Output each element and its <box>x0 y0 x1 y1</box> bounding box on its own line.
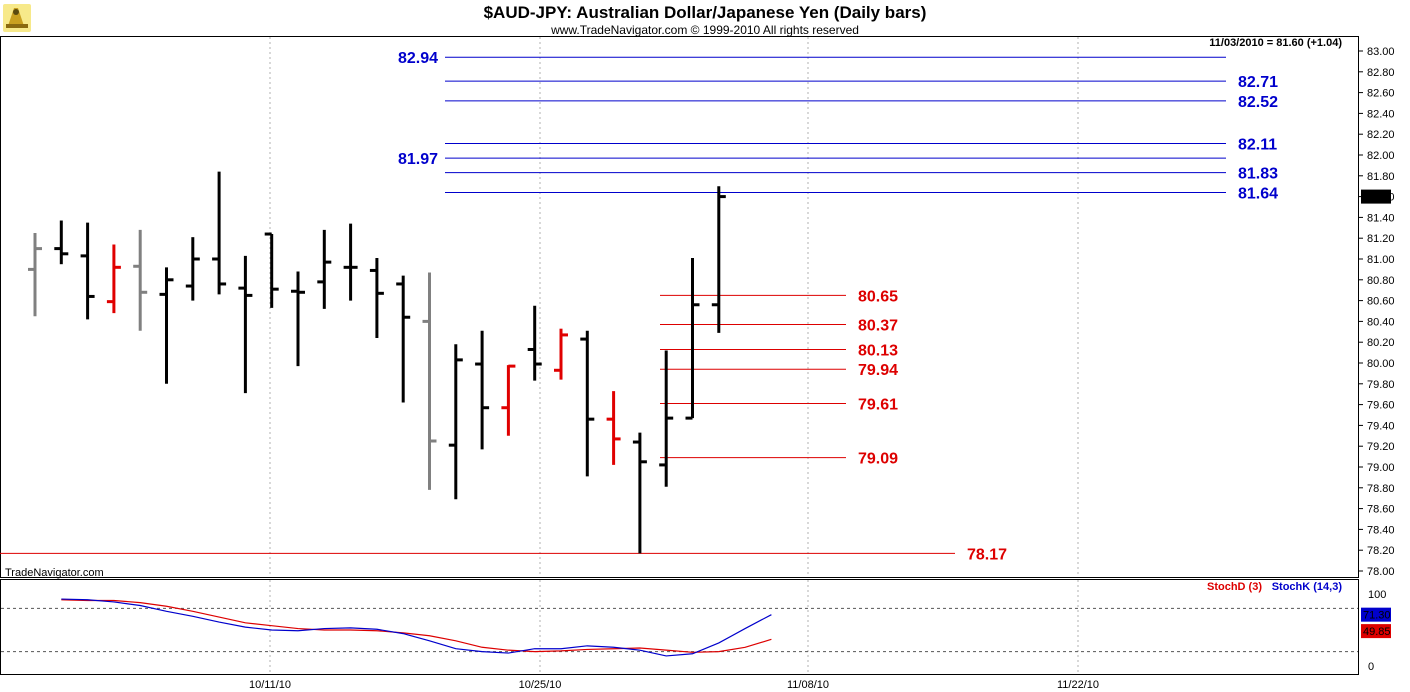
stoch-tick-label: 0 <box>1368 661 1374 673</box>
stochastic-panel-frame <box>0 579 1359 675</box>
stochk-value-badge <box>1361 607 1391 622</box>
price-tick-label: 81.40 <box>1367 212 1395 224</box>
price-tick-label: 80.80 <box>1367 275 1395 287</box>
legend-stochd: StochD (3) <box>1207 581 1262 593</box>
price-tick-label: 79.80 <box>1367 379 1395 391</box>
level-label: 80.13 <box>858 342 898 359</box>
price-tick-label: 83.00 <box>1367 46 1395 58</box>
price-tick-label: 82.00 <box>1367 150 1395 162</box>
level-label: 78.17 <box>967 546 1007 563</box>
price-tick-label: 82.40 <box>1367 108 1395 120</box>
price-tick-label: 78.80 <box>1367 483 1395 495</box>
level-label: 81.97 <box>398 151 438 168</box>
price-tick-label: 82.60 <box>1367 88 1395 100</box>
price-tick-label: 81.20 <box>1367 233 1395 245</box>
watermark: TradeNavigator.com <box>5 567 104 579</box>
price-axis: 83.00 82.80 82.60 82.40 82.20 82.00 81.80 81.60… <box>1358 46 1395 578</box>
level-label: 79.09 <box>858 451 898 468</box>
price-tick-label: 78.20 <box>1367 545 1395 557</box>
price-tick-label: 78.60 <box>1367 504 1395 516</box>
price-tick-label: 81.00 <box>1367 254 1395 266</box>
price-tick-label: 79.20 <box>1367 441 1395 453</box>
level-label: 79.94 <box>858 362 898 379</box>
stochastic-lines <box>1 598 1358 657</box>
price-tick-label: 79.00 <box>1367 462 1395 474</box>
price-tick-label: 80.60 <box>1367 296 1395 308</box>
price-tick-label: 80.20 <box>1367 337 1395 349</box>
stochd-value-label: 49.85 <box>1363 626 1391 638</box>
level-label: 80.65 <box>858 288 898 305</box>
level-label: 80.37 <box>858 318 898 335</box>
date-tick-label: 10/25/10 <box>519 679 562 691</box>
level-label: 82.94 <box>398 50 438 67</box>
stoch-tick-label: 100 <box>1368 589 1386 601</box>
date-tick-label: 11/22/10 <box>1057 679 1099 691</box>
level-label: 82.52 <box>1238 94 1278 111</box>
stoch-k-line <box>61 598 772 657</box>
chart-title: $AUD-JPY: Australian Dollar/Japanese Yen… <box>484 3 927 22</box>
price-tick-label: 82.20 <box>1367 129 1395 141</box>
level-label: 81.83 <box>1238 166 1278 183</box>
quote-readout: 11/03/2010 = 81.60 (+1.04) <box>1209 37 1342 49</box>
stochd-value-badge <box>1361 624 1391 639</box>
trade-navigator-logo-icon <box>3 4 31 32</box>
price-tick-label: 78.40 <box>1367 524 1395 536</box>
price-tick-label: 79.60 <box>1367 400 1395 412</box>
price-tick-label: 78.00 <box>1367 566 1395 578</box>
date-tick-label: 10/11/10 <box>249 679 291 691</box>
last-price-badge <box>1361 189 1391 204</box>
price-tick-label: 81.80 <box>1367 171 1395 183</box>
price-tick-label: 79.40 <box>1367 420 1395 432</box>
level-label: 82.11 <box>1238 137 1277 154</box>
grid <box>269 37 1079 674</box>
chart-subtitle: www.TradeNavigator.com © 1999-2010 All r… <box>550 23 859 37</box>
legend-stochk: StochK (14,3) <box>1272 581 1343 593</box>
date-axis: 10/11/10 10/25/10 11/08/10 11/22/10 <box>249 679 1099 691</box>
stochk-value-label: 71.30 <box>1363 610 1391 622</box>
level-label: 82.71 <box>1238 74 1278 91</box>
level-label: 81.64 <box>1238 185 1278 202</box>
date-tick-label: 11/08/10 <box>787 679 829 691</box>
last-price-label: 81.60 <box>1363 192 1391 204</box>
ohlc-bars <box>28 171 726 554</box>
level-label: 79.61 <box>858 397 898 414</box>
price-panel-frame <box>0 36 1359 578</box>
price-tick-label: 82.80 <box>1367 67 1395 79</box>
price-tick-label: 80.40 <box>1367 316 1395 328</box>
price-tick-label: 80.00 <box>1367 358 1395 370</box>
stoch-d-line <box>61 599 772 653</box>
